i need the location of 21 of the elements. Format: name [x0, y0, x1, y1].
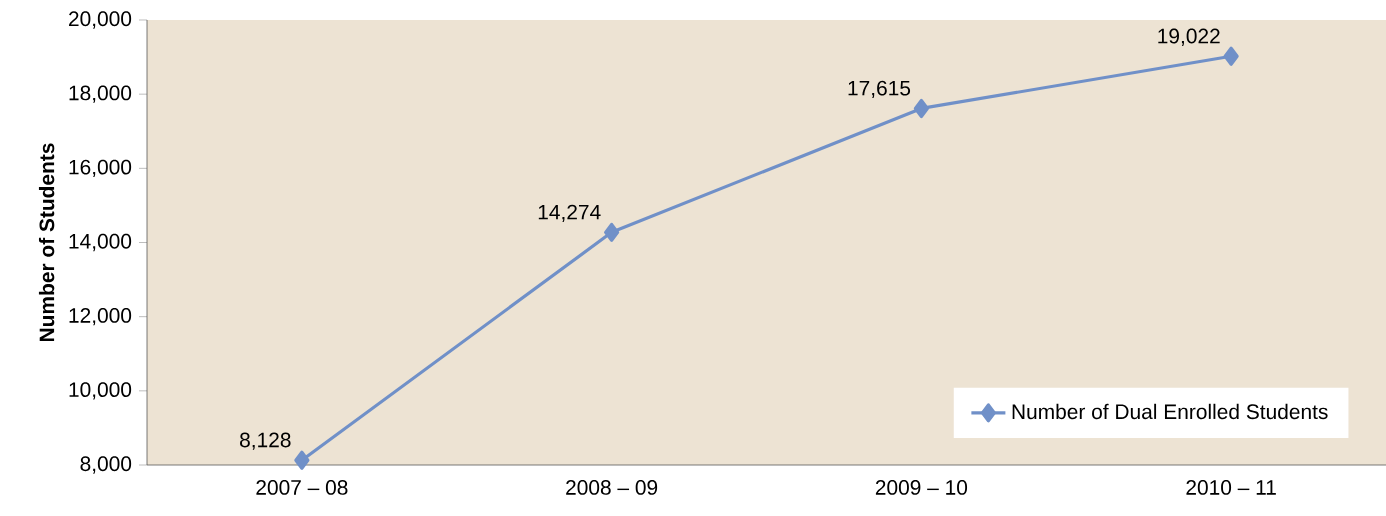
data-label: 8,128: [240, 432, 291, 450]
point: [1223, 46, 1239, 66]
point: [294, 450, 310, 470]
y-tick-label: 10,000: [69, 382, 132, 400]
data-label: 17,615: [848, 80, 911, 99]
point: [913, 98, 929, 119]
data-label: 19,022: [1158, 28, 1220, 46]
y-tick-label: 18,000: [69, 85, 132, 103]
y-tick-label: 16,000: [69, 159, 132, 177]
y-tick-label: 8,000: [80, 456, 132, 474]
y-axis-title: Number of Students: [38, 143, 55, 342]
point: [604, 222, 620, 242]
y-tick-label: 14,000: [69, 233, 132, 252]
data-label: 14,274: [538, 204, 601, 222]
legend-label: Number of Dual Enrolled Students: [1012, 403, 1328, 420]
x-tick-label: 2008 – 09: [566, 480, 658, 495]
x-tick-label: 2010 – 11: [1186, 480, 1276, 495]
y-tick-label: 12,000: [69, 308, 132, 326]
y-tick-label: 20,000: [69, 11, 132, 29]
x-tick-label: 2009 – 10: [875, 480, 968, 495]
x-tick-label: 2007 – 08: [256, 480, 348, 495]
